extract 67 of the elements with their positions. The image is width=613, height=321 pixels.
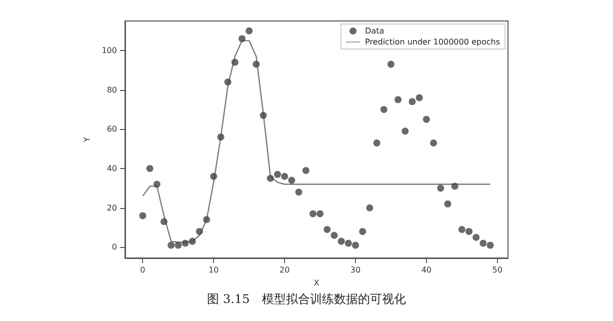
point [437, 184, 444, 192]
point [288, 176, 296, 184]
point [352, 242, 360, 249]
point [480, 240, 487, 247]
point [274, 170, 281, 178]
point [394, 96, 402, 104]
y-tick-label: 80 [106, 85, 117, 94]
point [281, 172, 288, 180]
x-tick-label: 30 [350, 266, 361, 274]
point [188, 238, 196, 245]
point [266, 174, 274, 182]
point [217, 134, 224, 141]
point [402, 128, 409, 135]
point [302, 166, 310, 174]
y-tick-label: 40 [106, 164, 117, 174]
point [139, 212, 146, 220]
point [416, 94, 423, 102]
point [295, 188, 302, 196]
y-tick-label: 60 [106, 124, 117, 134]
caption: 图 3.15 模型拟合训练数据的可视化 [207, 292, 406, 306]
x-tick-label: 0 [140, 266, 146, 274]
point [252, 60, 260, 68]
point [203, 216, 210, 224]
point [246, 27, 253, 34]
legend-label: Data [365, 26, 384, 36]
point [472, 234, 480, 241]
point [387, 60, 394, 68]
point [146, 165, 154, 172]
point [168, 242, 175, 249]
point [153, 180, 160, 188]
x-tick-label: 20 [279, 266, 290, 274]
point [210, 172, 218, 180]
y-tick-label: 0 [112, 242, 117, 252]
point [458, 226, 466, 233]
y-axis-title: Y [82, 136, 92, 143]
point [366, 204, 374, 212]
x-tick-label: 40 [421, 266, 432, 274]
legend-label: Prediction under 1000000 epochs [365, 38, 500, 46]
point [231, 58, 238, 66]
point [380, 106, 388, 114]
point [330, 232, 338, 239]
point [344, 240, 352, 247]
point [309, 210, 316, 218]
point [486, 242, 494, 249]
point [466, 228, 472, 235]
point [444, 200, 452, 208]
point [408, 98, 416, 106]
point [182, 240, 189, 247]
point [160, 218, 168, 226]
y-tick-label: 20 [106, 203, 117, 212]
x-axis-title: X [314, 278, 320, 288]
point [260, 112, 267, 119]
point [338, 238, 345, 245]
point [373, 139, 380, 146]
point [324, 226, 331, 233]
point [451, 182, 458, 190]
point [316, 210, 324, 218]
x-tick-label: 50 [492, 266, 502, 274]
y-tick-label: 100 [102, 46, 117, 55]
point [430, 139, 438, 146]
point [224, 78, 232, 86]
point [196, 228, 203, 235]
point [422, 116, 430, 123]
x-tick-label: 10 [208, 266, 219, 274]
point [359, 228, 366, 235]
point [174, 242, 182, 249]
point [238, 35, 246, 42]
